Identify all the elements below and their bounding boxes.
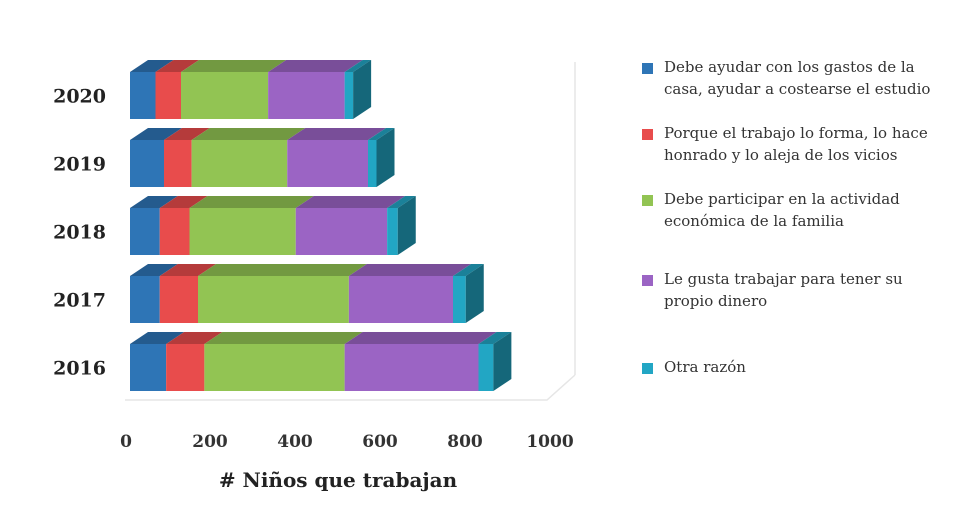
category-labels: 2020 2019 2018 2017 2016 bbox=[53, 86, 106, 380]
bar-top-2019-series-4 bbox=[287, 128, 386, 140]
bar-side-2017 bbox=[465, 264, 484, 323]
bar-2018-series-2 bbox=[159, 208, 190, 255]
legend-item-5: Otra razón bbox=[636, 356, 946, 378]
bar-2019-series-5 bbox=[368, 140, 377, 187]
bar-2020-series-2 bbox=[155, 72, 181, 119]
bar-2016-series-1 bbox=[130, 344, 167, 391]
bar-top-2020-series-3 bbox=[181, 60, 287, 72]
bar-top-2020-series-1 bbox=[130, 60, 174, 72]
x-axis-title: # Niños que trabajan bbox=[219, 468, 458, 492]
legend-swatch bbox=[642, 275, 653, 286]
legend-label: Debe participar en la actividad económic… bbox=[664, 190, 900, 230]
legend-label: Le gusta trabajar para tener su propio d… bbox=[664, 270, 903, 310]
bar-2018-series-1 bbox=[130, 208, 160, 255]
bar-top-2017-series-3 bbox=[198, 264, 367, 276]
bar-top-2016-series-2 bbox=[166, 332, 223, 344]
bar-side-2016 bbox=[493, 332, 512, 391]
bars-group bbox=[130, 60, 512, 391]
legend-item-2: Porque el trabajo lo forma, lo hace honr… bbox=[636, 122, 946, 166]
legend-item-3: Debe participar en la actividad económic… bbox=[636, 188, 946, 232]
x-tick-400: 400 bbox=[277, 432, 313, 452]
bar-top-2016-series-1 bbox=[130, 332, 185, 344]
bar-2018-series-3 bbox=[189, 208, 296, 255]
bar-top-2019-series-2 bbox=[164, 128, 210, 140]
category-label-2019: 2019 bbox=[53, 154, 106, 176]
x-tick-600: 600 bbox=[362, 432, 398, 452]
bar-top-2019-series-3 bbox=[191, 128, 306, 140]
bar-2020-series-1 bbox=[130, 72, 156, 119]
category-label-2018: 2018 bbox=[53, 222, 106, 244]
bar-top-2018-series-5 bbox=[387, 196, 416, 208]
x-tick-0: 0 bbox=[120, 432, 132, 452]
bar-top-2019-series-1 bbox=[130, 128, 182, 140]
bar-2016-series-5 bbox=[478, 344, 494, 391]
category-label-2017: 2017 bbox=[53, 290, 106, 312]
bar-2017-series-4 bbox=[348, 276, 453, 323]
legend-swatch bbox=[642, 195, 653, 206]
bar-2019-series-4 bbox=[287, 140, 368, 187]
bar-2016-series-2 bbox=[166, 344, 205, 391]
bar-top-2020-series-5 bbox=[344, 60, 372, 72]
bar-side-2020 bbox=[353, 60, 372, 119]
bar-2019-series-3 bbox=[191, 140, 288, 187]
bar-top-2018-series-4 bbox=[295, 196, 406, 208]
bar-top-2016-series-3 bbox=[204, 332, 363, 344]
x-tick-labels: 0 200 400 600 800 1000 bbox=[120, 432, 574, 452]
bar-2020-series-3 bbox=[181, 72, 269, 119]
legend-swatch bbox=[642, 63, 653, 74]
bar-top-2018-series-2 bbox=[159, 196, 208, 208]
bar-side-2019 bbox=[376, 128, 395, 187]
bar-2019-series-1 bbox=[130, 140, 164, 187]
category-label-2016: 2016 bbox=[53, 358, 106, 380]
x-tick-800: 800 bbox=[447, 432, 483, 452]
bar-side-2018 bbox=[397, 196, 416, 255]
bar-2018-series-4 bbox=[295, 208, 388, 255]
category-label-2020: 2020 bbox=[53, 86, 106, 108]
bar-top-2016-series-4 bbox=[344, 332, 497, 344]
bar-2017-series-2 bbox=[159, 276, 198, 323]
bar-top-2020-series-4 bbox=[268, 60, 363, 72]
bar-top-2019-series-5 bbox=[368, 128, 395, 140]
bar-2017-series-1 bbox=[130, 276, 160, 323]
bar-top-2017-series-4 bbox=[348, 264, 471, 276]
bar-2020-series-4 bbox=[268, 72, 345, 119]
x-tick-200: 200 bbox=[192, 432, 228, 452]
bar-top-2016-series-5 bbox=[478, 332, 512, 344]
bar-2020-series-5 bbox=[344, 72, 354, 119]
bar-2016-series-4 bbox=[344, 344, 479, 391]
bar-top-2018-series-3 bbox=[189, 196, 314, 208]
legend-item-1: Debe ayudar con los gastos de la casa, a… bbox=[636, 56, 946, 100]
bar-top-2017-series-1 bbox=[130, 264, 178, 276]
bar-top-2017-series-5 bbox=[453, 264, 484, 276]
bar-2016-series-3 bbox=[204, 344, 345, 391]
legend-item-4: Le gusta trabajar para tener su propio d… bbox=[636, 268, 946, 312]
legend-swatch bbox=[642, 363, 653, 374]
bar-2017-series-3 bbox=[198, 276, 349, 323]
legend-label: Porque el trabajo lo forma, lo hace honr… bbox=[664, 124, 928, 164]
plot-floor-line bbox=[125, 374, 576, 401]
legend-swatch bbox=[642, 129, 653, 140]
bar-top-2020-series-2 bbox=[155, 60, 199, 72]
x-tick-1000: 1000 bbox=[526, 432, 573, 452]
bar-top-2017-series-2 bbox=[159, 264, 216, 276]
bar-2017-series-5 bbox=[453, 276, 466, 323]
legend: Debe ayudar con los gastos de la casa, a… bbox=[636, 56, 946, 378]
bar-2018-series-5 bbox=[387, 208, 398, 255]
legend-label: Otra razón bbox=[664, 358, 746, 376]
legend-label: Debe ayudar con los gastos de la casa, a… bbox=[664, 58, 931, 98]
bar-top-2018-series-1 bbox=[130, 196, 178, 208]
bar-2019-series-2 bbox=[164, 140, 192, 187]
